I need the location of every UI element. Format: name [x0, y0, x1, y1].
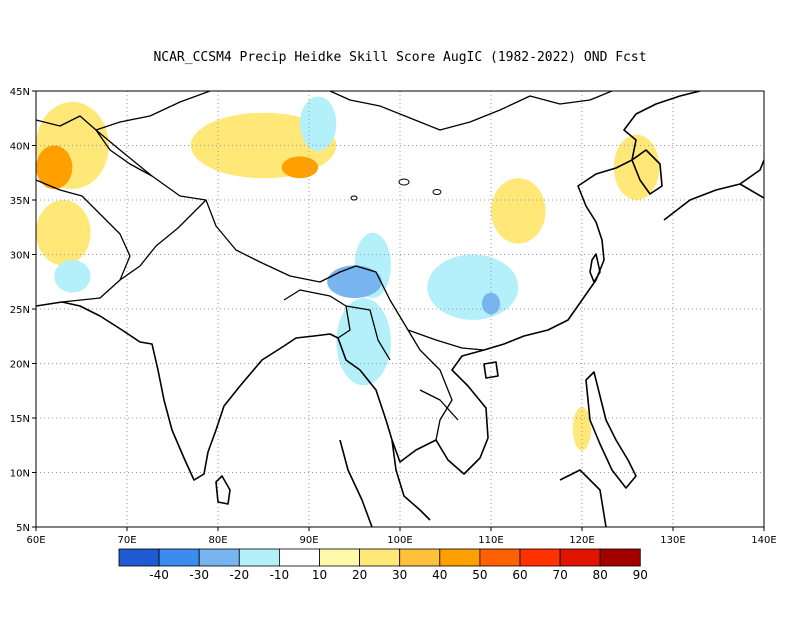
colorbar-label: 90 — [633, 568, 648, 582]
coastline-south-asia — [36, 91, 701, 481]
skill-region-14 — [572, 407, 592, 451]
colorbar-swatch — [559, 548, 601, 567]
x-tick-label: 110E — [478, 535, 503, 546]
skill-region-12 — [613, 134, 660, 200]
x-tick-label: 120E — [569, 535, 594, 546]
skill-region-8 — [336, 298, 391, 386]
y-tick-label: 30N — [10, 251, 30, 262]
coastline-sri-lanka — [215, 475, 231, 505]
lake-1 — [398, 178, 410, 186]
y-tick-label: 45N — [10, 87, 30, 98]
colorbar-label: 20 — [352, 568, 367, 582]
y-tick-label: 15N — [10, 414, 30, 425]
x-tick-label: 140E — [751, 535, 776, 546]
colorbar-swatch — [439, 548, 481, 567]
coastline-hainan — [483, 361, 499, 379]
skill-region-11 — [491, 178, 546, 244]
lake-3 — [350, 195, 358, 201]
y-tick-label: 5N — [16, 523, 30, 534]
colorbar-label: 50 — [472, 568, 487, 582]
coastline-malay-peninsula — [391, 439, 431, 521]
skill-region-1 — [36, 145, 73, 190]
x-tick-label: 60E — [26, 535, 45, 546]
colorbar-label: -30 — [189, 568, 209, 582]
colorbar-swatch — [198, 548, 240, 567]
x-tick-label: 80E — [208, 535, 227, 546]
x-tick-label: 90E — [299, 535, 318, 546]
colorbar-swatch — [319, 548, 360, 567]
border-china-north — [95, 91, 613, 131]
y-tick-label: 20N — [10, 360, 30, 371]
colorbar-label: 80 — [593, 568, 608, 582]
coastline-philippines — [585, 371, 637, 489]
x-tick-label: 130E — [660, 535, 685, 546]
colorbar-swatch — [479, 548, 521, 567]
colorbar-swatch — [278, 548, 320, 567]
y-tick-label: 35N — [10, 196, 30, 207]
x-tick-label: 100E — [387, 535, 412, 546]
skill-region-9 — [427, 254, 519, 320]
border-afghanistan — [36, 179, 131, 281]
colorbar-swatch — [399, 548, 441, 567]
border-bangladesh-myanmar — [283, 289, 391, 361]
colorbar-label: -20 — [229, 568, 249, 582]
map-title: NCAR_CCSM4 Precip Heidke Skill Score Aug… — [153, 50, 647, 65]
coastline-sumatra — [339, 439, 373, 527]
colorbar-label: 70 — [552, 568, 567, 582]
border-central-asia — [36, 115, 153, 177]
skill-region-7 — [327, 265, 382, 299]
coastline-japan — [663, 159, 764, 221]
colorbar-label: 60 — [512, 568, 527, 582]
colorbar-label: 40 — [432, 568, 447, 582]
border-china-west — [95, 129, 485, 351]
y-tick-label: 25N — [10, 305, 30, 316]
border-india-pakistan — [61, 199, 207, 303]
coastline-borneo — [559, 469, 607, 527]
colorbar-label: 30 — [392, 568, 407, 582]
colorbar-label: 10 — [312, 568, 327, 582]
colorbar-swatch — [238, 548, 280, 567]
coastline-taiwan — [589, 253, 601, 283]
skill-region-5 — [299, 96, 337, 151]
colorbar-swatch — [519, 548, 561, 567]
border-indochina — [407, 329, 459, 441]
skill-region-2 — [36, 200, 91, 266]
colorbar-swatch — [599, 548, 641, 567]
y-tick-label: 40N — [10, 142, 30, 153]
x-tick-label: 70E — [117, 535, 136, 546]
lake-2 — [432, 189, 442, 195]
y-tick-label: 10N — [10, 469, 30, 480]
colorbar-swatch — [118, 548, 160, 567]
skill-region-13 — [54, 259, 91, 293]
skill-region-4 — [281, 156, 319, 179]
colorbar-swatch — [359, 548, 401, 567]
colorbar-label: -10 — [270, 568, 290, 582]
coastline-korea — [631, 149, 663, 195]
colorbar-label: -40 — [149, 568, 169, 582]
colorbar-swatch — [158, 548, 200, 567]
